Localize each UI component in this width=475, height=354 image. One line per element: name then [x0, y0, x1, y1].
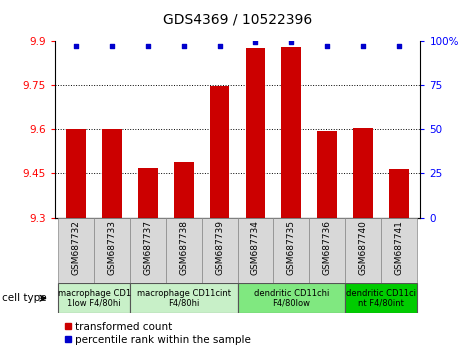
Point — [180, 43, 188, 49]
Bar — [281, 47, 301, 218]
Bar — [102, 129, 122, 218]
Text: GSM687737: GSM687737 — [143, 220, 152, 275]
Text: GSM687734: GSM687734 — [251, 220, 260, 275]
Text: GSM687736: GSM687736 — [323, 220, 332, 275]
Point — [395, 43, 403, 49]
Point — [252, 40, 259, 45]
Bar — [58, 283, 130, 313]
Point — [108, 43, 116, 49]
Point — [144, 43, 152, 49]
Bar — [381, 218, 417, 283]
Text: GSM687741: GSM687741 — [394, 220, 403, 275]
Point — [323, 43, 331, 49]
Bar — [138, 167, 158, 218]
Text: macrophage CD1
1low F4/80hi: macrophage CD1 1low F4/80hi — [57, 289, 131, 308]
Bar — [345, 218, 381, 283]
Bar — [94, 218, 130, 283]
Bar — [273, 218, 309, 283]
Bar — [202, 218, 238, 283]
Bar — [166, 218, 202, 283]
Point — [216, 43, 223, 49]
Point — [287, 40, 295, 45]
Text: GSM687740: GSM687740 — [359, 220, 368, 275]
Bar — [58, 218, 94, 283]
Point — [72, 43, 80, 49]
Bar — [246, 48, 266, 218]
Bar — [345, 283, 417, 313]
Text: macrophage CD11cint
F4/80hi: macrophage CD11cint F4/80hi — [137, 289, 231, 308]
Bar — [130, 218, 166, 283]
Bar — [238, 283, 345, 313]
Bar — [353, 128, 373, 218]
Text: GSM687739: GSM687739 — [215, 220, 224, 275]
Bar — [130, 283, 238, 313]
Text: GSM687733: GSM687733 — [107, 220, 116, 275]
Text: GSM687735: GSM687735 — [287, 220, 296, 275]
Bar — [66, 129, 86, 218]
Bar — [209, 86, 229, 218]
Point — [359, 43, 367, 49]
Text: GSM687738: GSM687738 — [179, 220, 188, 275]
Bar — [174, 162, 194, 218]
Text: GDS4369 / 10522396: GDS4369 / 10522396 — [163, 12, 312, 27]
Text: dendritic CD11chi
F4/80low: dendritic CD11chi F4/80low — [254, 289, 329, 308]
Text: cell type: cell type — [2, 293, 47, 303]
Bar — [317, 131, 337, 218]
Legend: transformed count, percentile rank within the sample: transformed count, percentile rank withi… — [60, 317, 256, 349]
Text: GSM687732: GSM687732 — [72, 220, 81, 275]
Text: dendritic CD11ci
nt F4/80int: dendritic CD11ci nt F4/80int — [346, 289, 416, 308]
Bar — [238, 218, 273, 283]
Bar — [389, 169, 408, 218]
Bar — [309, 218, 345, 283]
